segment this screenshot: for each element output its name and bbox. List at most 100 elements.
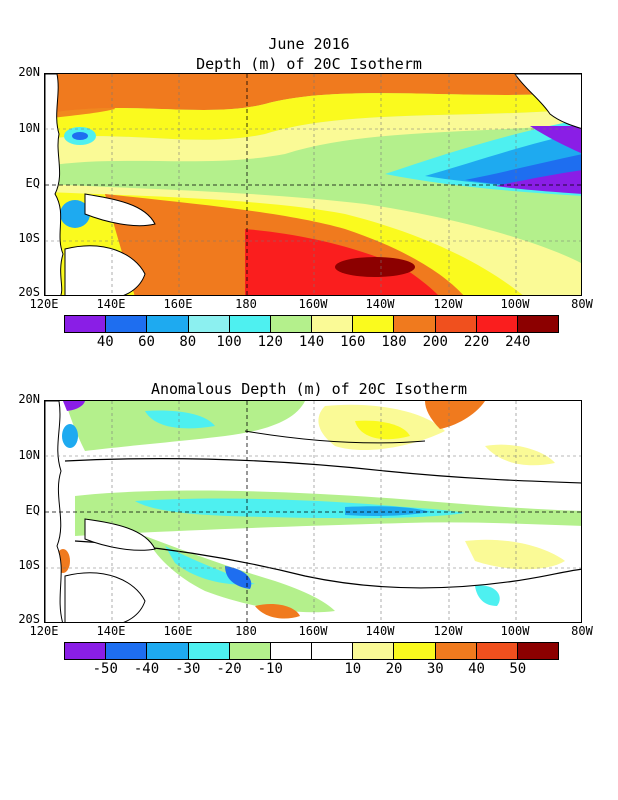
- colorbar-tick-label: 40: [468, 661, 485, 677]
- top-lon-label-80w: 80W: [571, 297, 593, 311]
- anom-land-new-guinea: [84, 518, 156, 551]
- colorbar-tick-label: 140: [298, 334, 325, 350]
- colorbar-tick-label: 200: [422, 334, 448, 350]
- anom-contour-0-mid: [244, 430, 426, 444]
- bottom-lat-label-10s: 10S: [18, 558, 40, 572]
- top-land-australia: [64, 245, 146, 295]
- anom-orange-northeast: [425, 401, 485, 429]
- anom-cyan-north: [145, 410, 215, 429]
- bottom-map-isotherm-anomaly: [44, 400, 582, 623]
- colorbar-swatch: [312, 316, 354, 332]
- top-lon-label-160w: 160W: [298, 297, 328, 311]
- colorbar-tick-label: 30: [426, 661, 444, 677]
- top-land-asia: [45, 74, 64, 295]
- anom-cyan-southeast: [475, 585, 500, 606]
- colorbar-swatch: [353, 316, 395, 332]
- colorbar-swatch: [312, 643, 354, 659]
- bottom-lon-label-140e: 140E: [96, 624, 126, 638]
- anom-yellow-ne: [485, 444, 555, 466]
- colorbar-swatch: [435, 316, 477, 332]
- top-colorbar: [64, 315, 559, 333]
- anom-contour-0-north: [64, 458, 581, 484]
- bottom-lon-label-120w: 120W: [433, 624, 463, 638]
- colorbar-tick-label: 220: [463, 334, 490, 350]
- anom-blue-eq: [345, 506, 430, 516]
- colorbar-swatch: [188, 643, 230, 659]
- top-lon-label-180: 180: [235, 297, 257, 311]
- colorbar-tick-label: 20: [385, 661, 403, 677]
- colorbar-swatch: [106, 643, 148, 659]
- bottom-lat-label-20s: 20S: [18, 612, 40, 626]
- anom-blue-south: [225, 566, 252, 589]
- colorbar-swatch: [229, 316, 271, 332]
- anom-yellow-south: [465, 539, 565, 570]
- top-lat-label-20s: 20S: [18, 285, 40, 299]
- top-land-america: [514, 74, 581, 129]
- colorbar-tick-label: -20: [216, 661, 242, 677]
- colorbar-swatch: [435, 643, 477, 659]
- top-land-new-guinea: [84, 193, 156, 227]
- colorbar-swatch: [270, 316, 313, 332]
- colorbar-tick-label: 50: [509, 661, 527, 677]
- bottom-lat-label-eq: EQ: [25, 503, 40, 517]
- top-lon-label-140e: 140E: [96, 297, 126, 311]
- top-west-southern-blob: [60, 200, 90, 228]
- top-lon-label-120w: 120W: [433, 297, 463, 311]
- colorbar-swatch: [476, 643, 518, 659]
- colorbar-tick-label: 120: [257, 334, 283, 350]
- colorbar-tick-label: -10: [257, 661, 283, 677]
- top-lon-label-140w: 140W: [365, 297, 395, 311]
- top-purple-northeast: [530, 126, 581, 154]
- top-map-isotherm-depth: [44, 73, 582, 296]
- colorbar-tick-label: 10: [344, 661, 362, 677]
- top-lat-label-10s: 10S: [18, 231, 40, 245]
- colorbar-swatch: [517, 316, 559, 332]
- anom-yellow-north-core: [355, 420, 410, 440]
- anom-purple-west: [63, 401, 85, 411]
- top-purple-east: [495, 170, 581, 194]
- colorbar-tick-label: 100: [216, 334, 242, 350]
- anom-contour-0-south: [74, 540, 581, 589]
- top-lat-label-20n: 20N: [18, 65, 40, 79]
- colorbar-tick-label: 40: [96, 334, 114, 350]
- colorbar-swatch: [353, 643, 395, 659]
- top-lat-label-eq: EQ: [25, 176, 40, 190]
- top-south-darkred: [335, 257, 415, 277]
- colorbar-tick-label: 240: [505, 334, 531, 350]
- top-lon-label-160e: 160E: [163, 297, 193, 311]
- bottom-lon-label-120e: 120E: [29, 624, 59, 638]
- bottom-lon-label-80w: 80W: [571, 624, 593, 638]
- colorbar-swatch: [394, 316, 436, 332]
- bottom-lon-label-140w: 140W: [365, 624, 395, 638]
- bottom-lon-label-100w: 100W: [500, 624, 530, 638]
- bottom-colorbar: [64, 642, 559, 660]
- top-lon-label-120e: 120E: [29, 297, 59, 311]
- anom-land-asia: [45, 401, 64, 622]
- anom-blue-west-north: [62, 424, 78, 448]
- colorbar-swatch: [65, 643, 107, 659]
- top-yellow-north-band: [45, 92, 581, 140]
- anom-land-australia: [64, 572, 146, 622]
- bottom-lon-label-180: 180: [235, 624, 257, 638]
- colorbar-tick-label: 60: [138, 334, 155, 350]
- colorbar-tick-label: 80: [179, 334, 197, 350]
- colorbar-swatch: [476, 316, 518, 332]
- colorbar-tick-label: -30: [175, 661, 201, 677]
- bottom-lon-label-160w: 160W: [298, 624, 328, 638]
- colorbar-swatch: [270, 643, 313, 659]
- top-lat-label-10n: 10N: [18, 121, 40, 135]
- colorbar-swatch: [188, 316, 230, 332]
- colorbar-swatch: [394, 643, 436, 659]
- top-west-blue-blob: [72, 132, 88, 140]
- top-lon-label-100w: 100W: [500, 297, 530, 311]
- bottom-lon-label-160e: 160E: [163, 624, 193, 638]
- colorbar-tick-label: -40: [133, 661, 160, 677]
- anom-orange-south: [255, 604, 300, 619]
- colorbar-swatch: [106, 316, 148, 332]
- colorbar-tick-label: 180: [381, 334, 407, 350]
- colorbar-swatch: [147, 643, 189, 659]
- colorbar-tick-label: -50: [92, 661, 118, 677]
- bottom-lat-label-10n: 10N: [18, 448, 40, 462]
- colorbar-swatch: [517, 643, 559, 659]
- bottom-panel-title: Anomalous Depth (m) of 20C Isotherm: [150, 380, 468, 398]
